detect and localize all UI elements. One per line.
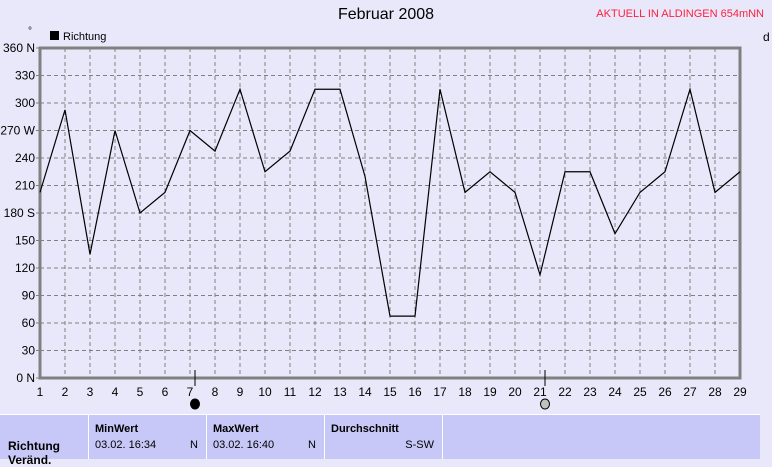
y-tick-label: 360 N xyxy=(3,41,35,55)
x-tick-label: 27 xyxy=(683,385,697,399)
new-moon-icon xyxy=(541,399,550,409)
x-tick-label: 17 xyxy=(433,385,447,399)
x-tick-label: 8 xyxy=(212,385,219,399)
degree-unit: ° xyxy=(28,26,32,37)
y-tick-label: 300 xyxy=(15,96,35,110)
x-tick-label: 21 xyxy=(533,385,547,399)
x-tick-label: 5 xyxy=(137,385,144,399)
full-moon-icon xyxy=(191,399,200,409)
x-tick-label: 1 xyxy=(37,385,44,399)
y-tick-label: 240 xyxy=(15,151,35,165)
x-tick-label: 3 xyxy=(87,385,94,399)
x-tick-label: 10 xyxy=(258,385,272,399)
y-tick-label: 90 xyxy=(22,289,36,303)
y-tick-label: 180 S xyxy=(4,206,35,220)
y-tick-label: 210 xyxy=(15,179,35,193)
y-tick-label: 60 xyxy=(22,316,36,330)
x-tick-label: 4 xyxy=(112,385,119,399)
y-tick-label: 0 N xyxy=(16,371,35,385)
empty-cell xyxy=(442,415,761,459)
row-label: Richtung xyxy=(8,439,60,453)
y-tick-label: 330 xyxy=(15,69,35,83)
x-tick-label: 12 xyxy=(308,385,322,399)
y-tick-label: 30 xyxy=(22,344,36,358)
y-tick-label: 270 W xyxy=(0,124,35,138)
row-label-2: Veränd. xyxy=(8,453,51,467)
x-tick-label: 25 xyxy=(633,385,647,399)
x-tick-label: 16 xyxy=(408,385,422,399)
x-tick-label: 18 xyxy=(458,385,472,399)
x-tick-label: 11 xyxy=(284,385,297,399)
x-tick-label: 13 xyxy=(333,385,347,399)
x-tick-label: 28 xyxy=(708,385,722,399)
x-tick-label: 24 xyxy=(608,385,622,399)
x-tick-label: 15 xyxy=(383,385,397,399)
x-tick-label: 7 xyxy=(187,385,194,399)
x-tick-label: 6 xyxy=(162,385,169,399)
y-tick-label: 120 xyxy=(15,261,35,275)
x-tick-label: 2 xyxy=(62,385,69,399)
x-tick-label: 20 xyxy=(508,385,522,399)
x-tick-label: 26 xyxy=(658,385,672,399)
x-tick-label: 19 xyxy=(483,385,497,399)
x-tick-label: 14 xyxy=(358,385,372,399)
x-tick-label: 29 xyxy=(733,385,747,399)
x-tick-label: 9 xyxy=(237,385,244,399)
x-tick-label: 23 xyxy=(583,385,597,399)
x-tick-label: 22 xyxy=(558,385,572,399)
y-tick-label: 150 xyxy=(15,234,35,248)
